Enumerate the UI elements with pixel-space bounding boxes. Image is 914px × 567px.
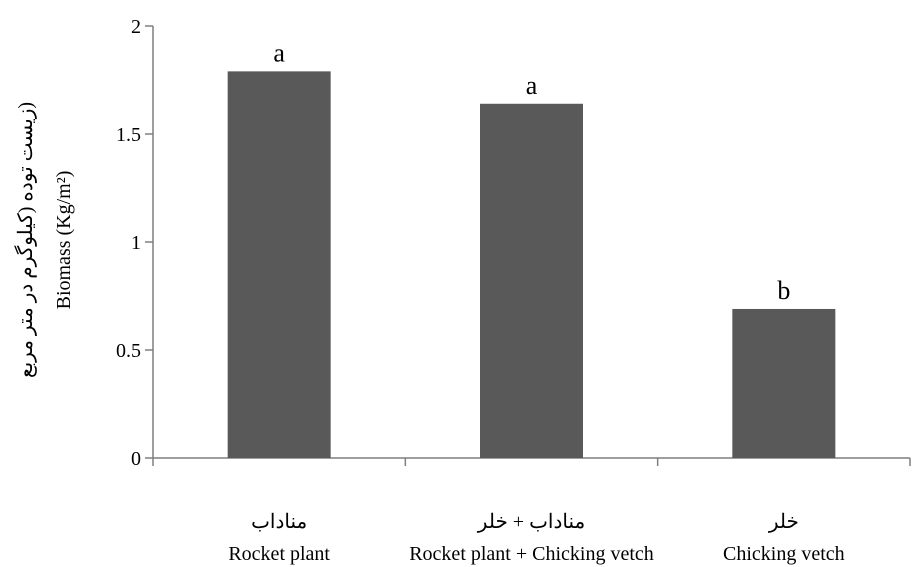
significance-letter: a	[526, 71, 538, 100]
y-tick-label: 0	[131, 448, 141, 470]
y-tick-label: 2	[131, 16, 141, 38]
category-label-persian: خلر	[768, 511, 799, 533]
category-label-english: Chicking vetch	[723, 543, 845, 565]
y-axis-label-english: Biomass (Kg/m²)	[53, 171, 75, 310]
bar	[480, 103, 583, 458]
category-label-persian: مناداب + خلر	[477, 511, 585, 533]
plot-area: 0 0.5 1 1.5 2 a مناداب Rocket plant a مناداب + خل…	[116, 16, 911, 565]
category-label-english: Rocket plant	[228, 543, 330, 565]
y-tick-label: 0.5	[116, 340, 141, 362]
y-tick-label: 1.5	[116, 124, 141, 146]
y-tick-label: 1	[131, 232, 141, 254]
bar	[732, 308, 836, 458]
significance-letter: b	[777, 276, 790, 305]
category-label-english: Rocket plant + Chicking vetch	[409, 543, 654, 565]
y-axis-label-persian: (زیست توده (کیلوگرم در متر مربع	[14, 102, 37, 378]
significance-letter: a	[273, 38, 285, 67]
category-label-persian: مناداب	[251, 511, 307, 533]
bar	[227, 71, 331, 459]
y-axis-labels: (زیست توده (کیلوگرم در متر مربع Biomass …	[14, 102, 75, 378]
